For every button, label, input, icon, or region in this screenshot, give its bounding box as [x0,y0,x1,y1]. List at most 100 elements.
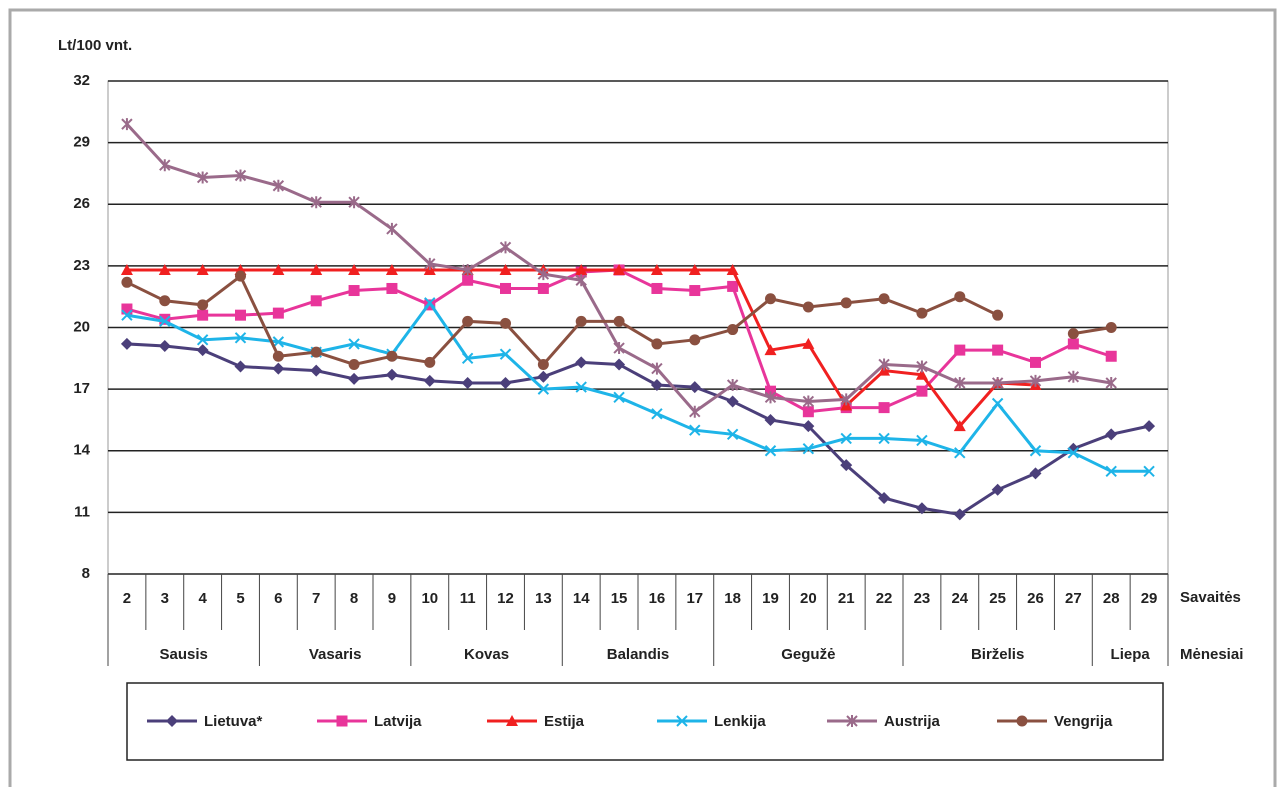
marker [272,336,285,348]
marker [575,263,588,275]
marker [802,406,814,418]
marker [121,309,133,321]
marker [651,362,663,375]
marker [915,368,928,380]
marker [688,381,701,394]
marker [1067,370,1080,383]
x-tick-label: 10 [421,590,438,607]
x-tick-label: 21 [838,590,855,607]
y-axis-label: Lt/100 vnt. [58,37,132,54]
marker [272,179,285,192]
marker [840,297,852,309]
marker [613,391,625,404]
marker [764,391,777,404]
y-tick-label: 23 [73,257,90,274]
marker [613,315,625,327]
marker [310,196,322,209]
marker [500,282,511,294]
marker [424,257,436,270]
marker [802,442,815,455]
marker [689,424,701,436]
marker [802,337,815,349]
x-tick-label: 29 [1141,590,1158,607]
marker [575,315,587,327]
x-tick-label: 4 [198,590,207,607]
x-tick-label: 14 [573,590,590,607]
marker [386,350,398,362]
marker [310,263,323,275]
marker [1016,715,1028,727]
legend-label: Lenkija [714,713,766,730]
marker [726,263,739,275]
x-tick-label: 13 [535,590,552,607]
marker [992,344,1004,356]
marker [916,360,928,373]
marker [272,263,285,275]
series-line [126,342,1150,517]
marker [765,293,776,305]
marker [537,358,549,370]
marker [1067,328,1079,340]
marker [385,368,398,381]
y-tick-label: 32 [73,72,90,89]
marker [272,362,285,375]
marker [688,263,701,275]
marker [197,299,209,311]
marker [878,358,890,371]
marker [385,263,398,275]
marker [878,293,890,305]
month-row-label: Mėnesiai [1180,646,1243,663]
marker [651,282,663,294]
marker [348,372,361,385]
y-tick-label: 14 [73,442,90,459]
x-tick-label: 19 [762,590,779,607]
marker [613,263,626,275]
marker [689,405,701,418]
marker [461,376,474,389]
legend-box [126,682,1164,761]
marker [575,381,587,393]
marker [234,360,247,373]
marker [915,502,928,515]
marker [1067,447,1080,459]
marker [651,408,663,420]
month-label: Gegužė [781,646,835,663]
x-tick-label: 12 [497,590,514,607]
x-tick-label: 8 [350,590,358,607]
marker [386,222,398,235]
x-tick-label: 5 [236,590,244,607]
marker [234,169,247,182]
legend-label: Austrija [884,713,941,730]
y-tick-label: 11 [74,503,90,520]
marker [348,338,360,350]
marker [120,337,133,350]
marker [1029,374,1042,387]
x-tick-label: 23 [914,590,931,607]
marker [499,263,512,275]
frame [8,8,1277,787]
x-tick-label: 6 [274,590,282,607]
marker [916,385,928,397]
marker [764,445,777,457]
marker [1105,322,1117,333]
marker [726,395,739,408]
x-tick-label: 9 [388,590,396,607]
x-tick-label: 27 [1065,590,1082,607]
marker [159,295,171,307]
marker [651,338,663,350]
marker [310,364,323,377]
x-tick-label: 20 [800,590,817,607]
legend-label: Vengrija [1054,713,1113,730]
marker [1067,338,1079,350]
marker [727,324,739,336]
marker [878,402,890,414]
marker [348,263,361,275]
month-label: Kovas [464,646,509,663]
marker [159,315,171,328]
marker [348,358,360,370]
marker [1029,467,1042,480]
marker [802,395,815,408]
marker [1030,356,1041,368]
marker [461,263,474,276]
marker [196,344,209,357]
